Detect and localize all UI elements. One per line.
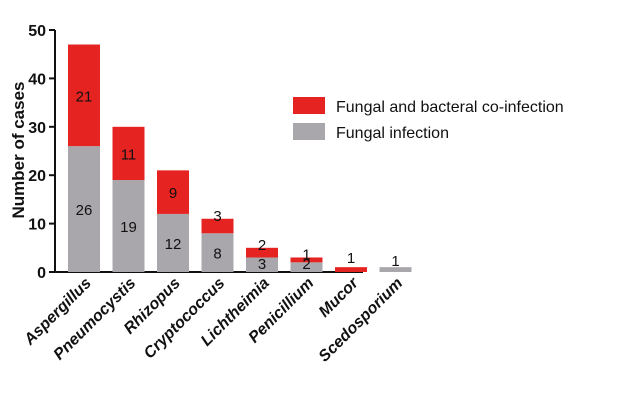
data-label-fungal: 12 [165,236,182,253]
bar-segment-fungal [201,233,234,272]
data-label-fungal: 8 [213,246,221,263]
data-label-coinfection: 1 [302,246,310,263]
bar-segment-coinfection [246,247,278,258]
y-axis-title: Number of cases [9,82,28,219]
data-label-fungal: 19 [120,219,137,236]
data-label-coinfection: 9 [169,185,177,202]
legend-label-fungal: Fungal infection [336,125,449,142]
x-tick-label: Pneumocystis [51,275,140,364]
legend-label-coinfection: Fungal and bacteral co-infection [336,99,564,116]
data-label-coinfection: 1 [347,250,355,267]
x-tick-label: Scedosporium [316,275,407,366]
bar-segment-coinfection [157,170,189,214]
y-tick-label: 20 [28,168,46,185]
data-label-coinfection: 2 [258,237,266,254]
bar-segment-coinfection [68,44,100,147]
bar-segment-fungal [246,257,278,272]
y-tick-label: 10 [28,217,46,234]
legend: Fungal and bacteral co-infection Fungal … [293,97,564,142]
data-label-fungal: 2 [302,256,310,273]
y-tick-label: 0 [37,265,46,282]
bar-segment-fungal [290,262,323,272]
y-tick-label: 30 [28,120,46,137]
legend-swatch-coinfection [293,97,325,114]
bar-segment-coinfection [290,257,323,263]
bar-segment-fungal [68,146,100,272]
bar-segment-fungal [112,180,145,272]
legend-swatch-fungal [293,123,325,140]
bar-segment-fungal [379,267,412,272]
bar-segment-coinfection [335,267,367,272]
data-label-coinfection: 3 [213,208,221,225]
bar-segment-fungal [157,213,189,272]
x-axis-labels: AspergillusPneumocystisRhizopusCryptococ… [20,274,406,365]
data-label-coinfection: 21 [76,88,93,105]
bar-segment-coinfection [201,218,234,234]
bar-segment-coinfection [112,126,145,181]
data-label-fungal: 26 [76,202,93,219]
y-axis-ticks: 0 10 20 30 40 50 [28,23,55,282]
x-tick-label: Cryptococcus [141,275,229,363]
data-label-coinfection: 11 [121,146,137,163]
y-tick-label: 50 [28,23,46,40]
data-label-fungal: 1 [391,253,399,270]
data-label-fungal: 3 [258,256,266,273]
y-tick-label: 40 [28,71,46,88]
